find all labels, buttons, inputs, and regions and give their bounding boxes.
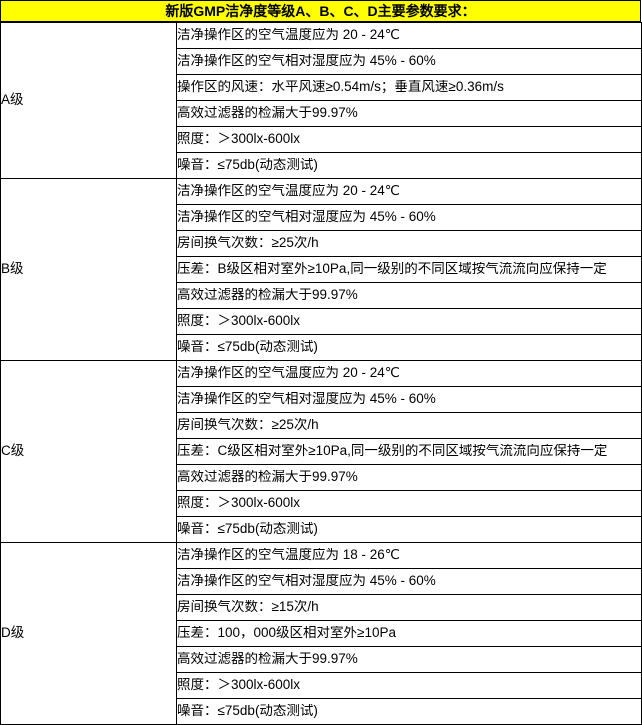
parameter-text: 房间换气次数：≥25次/h [177, 236, 319, 251]
table-row: 操作区的风速：水平风速≥0.54m/s；垂直风速≥0.36m/s [1, 74, 642, 101]
table-row: 房间换气次数：≥25次/h [1, 412, 642, 439]
parameter-text: 照度：＞300lx-600lx [177, 314, 301, 329]
parameter-cell: 洁净操作区的空气温度应为 18 - 26℃ [176, 542, 642, 569]
parameter-text: 洁净操作区的空气相对湿度应为 45% - 60% [177, 392, 436, 407]
grade-label-3: C级 [0, 360, 177, 543]
parameter-cell: 洁净操作区的空气温度应为 20 - 24℃ [176, 360, 642, 387]
parameter-text: 洁净操作区的空气温度应为 18 - 26℃ [177, 548, 400, 563]
table-row: 照度：＞300lx-600lx [1, 126, 642, 153]
table-row: 噪音：≤75db(动态测试) [1, 516, 642, 543]
table-row: 高效过滤器的检漏大于99.97% [1, 464, 642, 491]
parameter-text: 洁净操作区的空气温度应为 20 - 24℃ [177, 184, 400, 199]
parameter-cell: 噪音：≤75db(动态测试) [176, 698, 642, 725]
parameter-cell: 噪音：≤75db(动态测试) [176, 334, 642, 361]
parameter-cell: 房间换气次数：≥25次/h [176, 412, 642, 439]
parameter-cell: 高效过滤器的检漏大于99.97% [176, 282, 642, 309]
parameter-cell: 洁净操作区的空气温度应为 20 - 24℃ [176, 178, 642, 205]
parameter-text: 洁净操作区的空气相对湿度应为 45% - 60% [177, 210, 436, 225]
parameter-cell: 洁净操作区的空气相对湿度应为 45% - 60% [176, 48, 642, 75]
grade-parameter-table: A级 洁净操作区的空气温度应为 20 - 24℃ 洁净操作区的空气相对湿度应为 45… [0, 22, 642, 725]
parameter-text: 噪音：≤75db(动态测试) [177, 522, 318, 537]
table-row: 照度：＞300lx-600lx [1, 308, 642, 335]
table-row: A级 洁净操作区的空气温度应为 20 - 24℃ [0, 22, 642, 179]
parameter-text: 高效过滤器的检漏大于99.97% [177, 106, 358, 121]
parameter-text: 照度：＞300lx-600lx [177, 496, 301, 511]
page-title: 新版GMP洁净度等级A、B、C、D主要参数要求： [165, 3, 476, 19]
table-row: 洁净操作区的空气相对湿度应为 45% - 60% [1, 204, 642, 231]
parameter-cell: 高效过滤器的检漏大于99.97% [176, 464, 642, 491]
table-row: 洁净操作区的空气相对湿度应为 45% - 60% [1, 386, 642, 413]
parameter-text: 压差：B级区相对室外≥10Pa,同一级别的不同区域按气流流向应保持一定 [177, 262, 607, 277]
parameter-cell: 照度：＞300lx-600lx [176, 672, 642, 699]
table-body: A级 洁净操作区的空气温度应为 20 - 24℃ 洁净操作区的空气相对湿度应为 45… [0, 22, 642, 725]
parameter-cell: 洁净操作区的空气相对湿度应为 45% - 60% [176, 386, 642, 413]
parameter-text: 操作区的风速：水平风速≥0.54m/s；垂直风速≥0.36m/s [177, 80, 504, 95]
parameter-cell: 照度：＞300lx-600lx [176, 490, 642, 517]
parameter-cell: 压差：B级区相对室外≥10Pa,同一级别的不同区域按气流流向应保持一定 [176, 256, 642, 283]
parameter-text: 压差：100，000级区相对室外≥10Pa [177, 626, 397, 641]
parameter-text: 照度：＞300lx-600lx [177, 678, 301, 693]
parameter-text: 洁净操作区的空气相对湿度应为 45% - 60% [177, 54, 436, 69]
parameter-text: 洁净操作区的空气温度应为 20 - 24℃ [177, 366, 400, 381]
parameter-cell: 高效过滤器的检漏大于99.97% [176, 100, 642, 127]
parameter-cell: 噪音：≤75db(动态测试) [176, 152, 642, 179]
table-row: 房间换气次数：≥25次/h [1, 230, 642, 257]
parameter-cell: 操作区的风速：水平风速≥0.54m/s；垂直风速≥0.36m/s [176, 74, 642, 101]
parameter-text: 压差：C级区相对室外≥10Pa,同一级别的不同区域按气流流向应保持一定 [177, 444, 608, 459]
table-row: 噪音：≤75db(动态测试) [1, 334, 642, 361]
grade-label-4: D级 [0, 542, 177, 725]
table-row: D级 洁净操作区的空气温度应为 18 - 26℃ [0, 542, 642, 725]
grade-label-2: B级 [0, 178, 177, 361]
parameter-cell: 压差：100，000级区相对室外≥10Pa [176, 620, 642, 647]
table-row: 噪音：≤75db(动态测试) [1, 152, 642, 179]
grade-label-1: A级 [0, 22, 177, 179]
table-row: 压差：C级区相对室外≥10Pa,同一级别的不同区域按气流流向应保持一定 [1, 438, 642, 465]
table-row: 高效过滤器的检漏大于99.97% [1, 282, 642, 309]
parameter-cell: 压差：C级区相对室外≥10Pa,同一级别的不同区域按气流流向应保持一定 [176, 438, 642, 465]
parameter-cell: 照度：＞300lx-600lx [176, 308, 642, 335]
parameter-cell: 噪音：≤75db(动态测试) [176, 516, 642, 543]
parameter-text: 高效过滤器的检漏大于99.97% [177, 470, 358, 485]
parameter-text: 噪音：≤75db(动态测试) [177, 340, 318, 355]
parameter-text: 噪音：≤75db(动态测试) [177, 158, 318, 173]
parameter-cell: 房间换气次数：≥25次/h [176, 230, 642, 257]
table-row: 洁净操作区的空气相对湿度应为 45% - 60% [1, 48, 642, 75]
parameter-cell: 房间换气次数：≥15次/h [176, 594, 642, 621]
parameter-text: 噪音：≤75db(动态测试) [177, 704, 318, 719]
parameter-cell: 高效过滤器的检漏大于99.97% [176, 646, 642, 673]
table-row: 压差：B级区相对室外≥10Pa,同一级别的不同区域按气流流向应保持一定 [1, 256, 642, 283]
parameter-cell: 洁净操作区的空气温度应为 20 - 24℃ [176, 22, 642, 49]
table-row: 照度：＞300lx-600lx [1, 490, 642, 517]
parameter-cell: 洁净操作区的空气相对湿度应为 45% - 60% [176, 568, 642, 595]
table-row: C级 洁净操作区的空气温度应为 20 - 24℃ [0, 360, 642, 543]
parameter-cell: 照度：＞300lx-600lx [176, 126, 642, 153]
table-row: B级 洁净操作区的空气温度应为 20 - 24℃ [0, 178, 642, 361]
parameter-text: 房间换气次数：≥15次/h [177, 600, 319, 615]
parameter-text: 高效过滤器的检漏大于99.97% [177, 652, 358, 667]
parameter-text: 照度：＞300lx-600lx [177, 132, 301, 147]
parameter-text: 洁净操作区的空气相对湿度应为 45% - 60% [177, 574, 436, 589]
parameter-text: 高效过滤器的检漏大于99.97% [177, 288, 358, 303]
page-title-banner: 新版GMP洁净度等级A、B、C、D主要参数要求： [0, 0, 641, 22]
parameter-text: 房间换气次数：≥25次/h [177, 418, 319, 433]
parameter-text: 洁净操作区的空气温度应为 20 - 24℃ [177, 28, 400, 43]
parameter-cell: 洁净操作区的空气相对湿度应为 45% - 60% [176, 204, 642, 231]
